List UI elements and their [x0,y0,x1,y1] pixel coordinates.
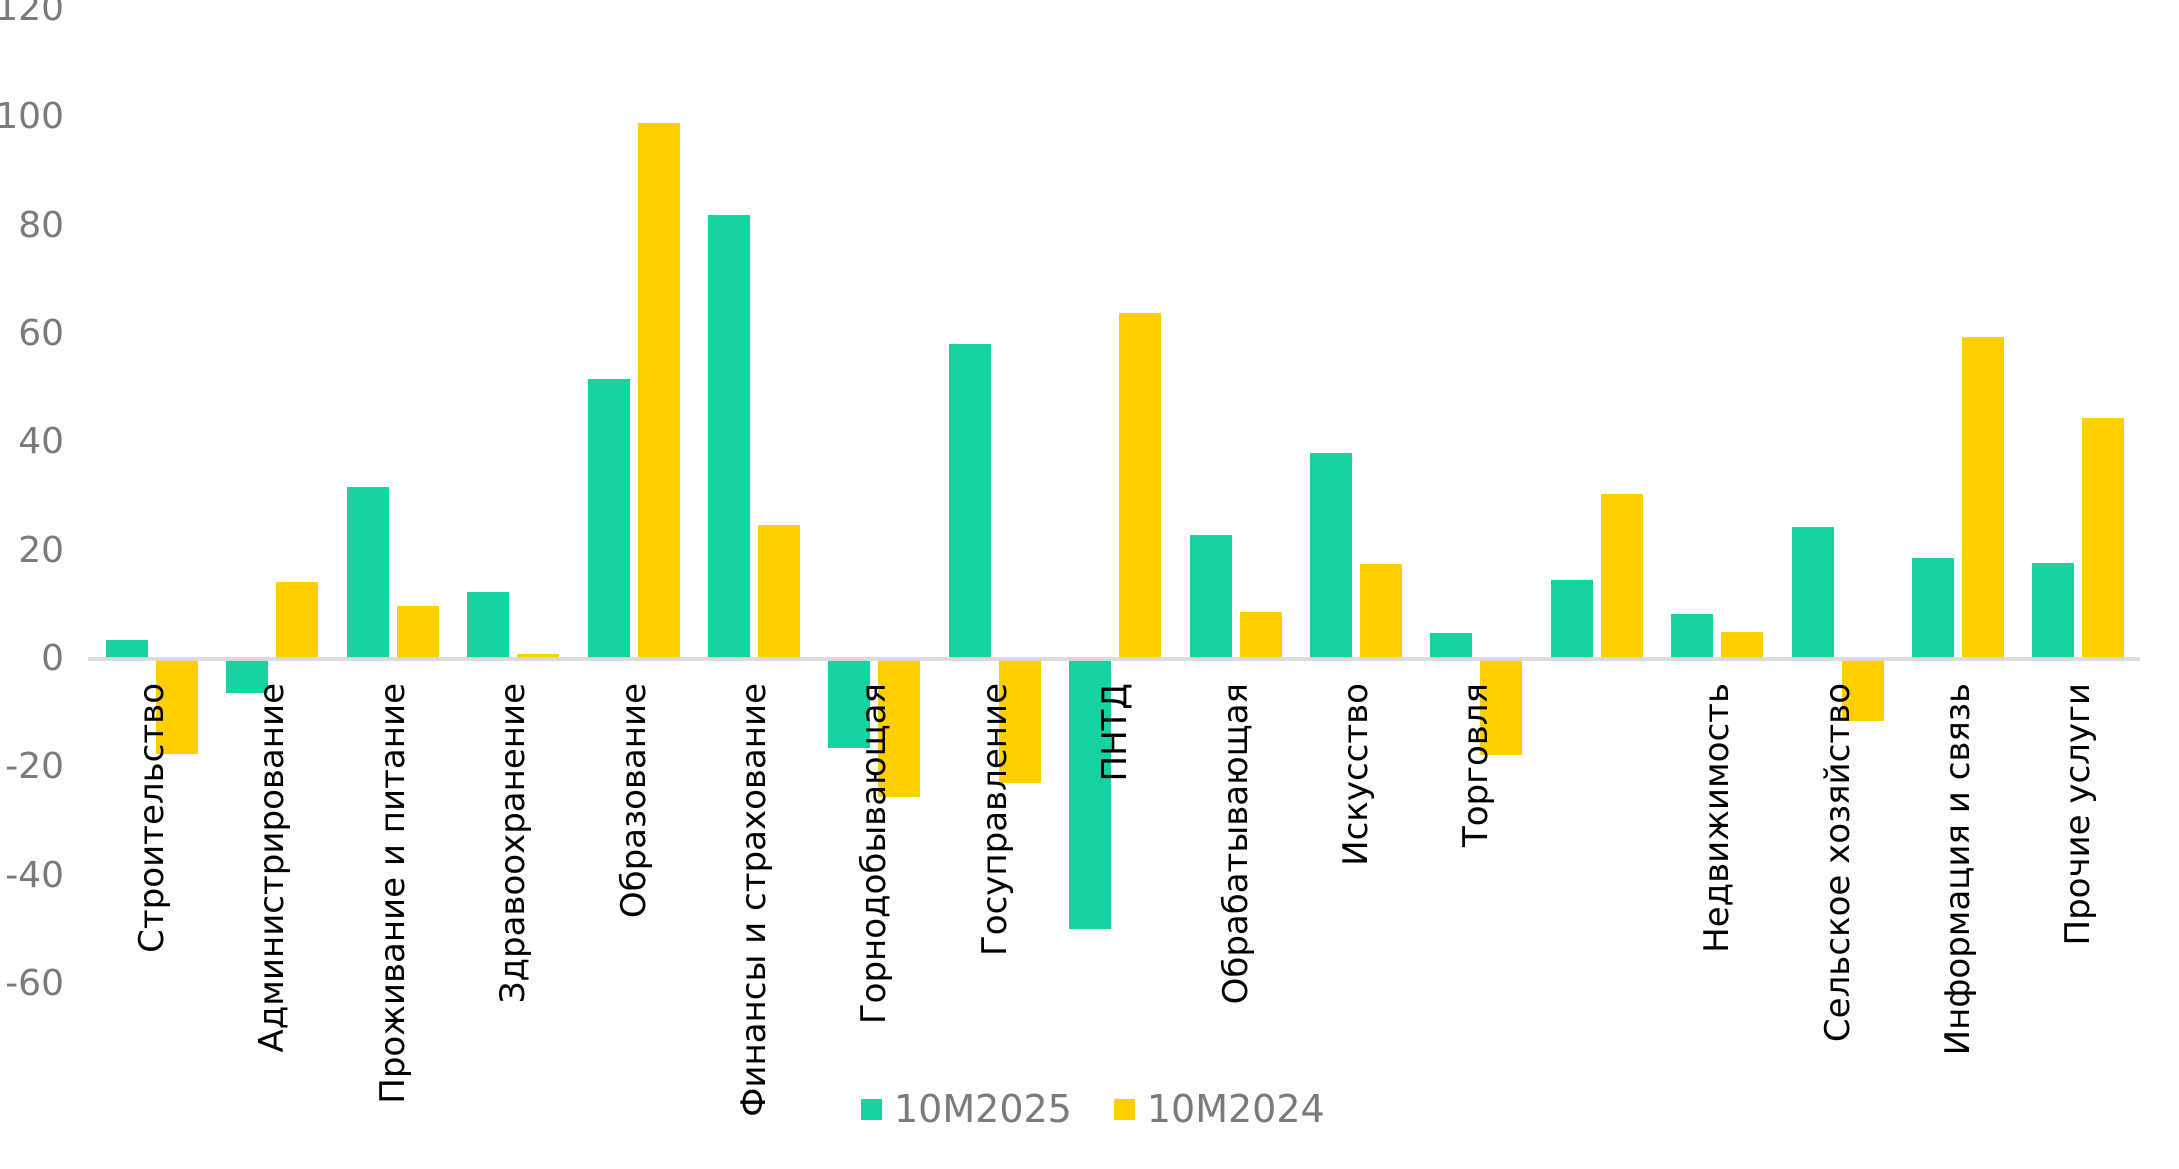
legend-item-10М2025: 10М2025 [861,1088,1072,1130]
y-tick-label: 100 [0,96,64,138]
bar-10М2025-Здравоохранение [467,592,510,659]
bar-10М2025-Госуправление [948,344,991,659]
bar-10М2024-Строительство [156,659,198,755]
y-tick-label: -60 [5,963,64,1004]
y-tick-label: 0 [41,638,64,679]
bar-10М2025-Прочие услуги [2032,563,2075,659]
y-tick-label: 120 [0,0,64,29]
legend-swatch-icon [861,1098,882,1120]
bar-10М2024-group13 [1600,494,1643,659]
bar-10М2025-ПНТД [1069,659,1112,929]
bar-10М2024-Недвижимость [1721,631,1764,659]
x-category-label-text: Горнодобывающая [854,683,895,1025]
bar-10М2024-ПНТД [1119,313,1162,659]
bar-10М2024-Администрирование [276,582,319,659]
bar-10М2024-Сельское хозяйство [1841,659,1884,721]
bar-10М2025-Обрабатывающая [1189,534,1232,659]
bar-10М2025-Горнодобывающая [828,659,871,749]
bar-10М2025-Строительство [106,640,148,659]
x-category-label-text: Искусство [1336,683,1376,866]
bar-10М2025-Проживание и питание [346,487,389,659]
bar-10М2024-Проживание и питание [396,605,439,659]
legend-item-10М2024: 10М2024 [1113,1087,1325,1131]
bar-10М2024-Горнодобывающая [878,659,921,798]
bar-10М2024-Прочие услуги [2082,417,2125,659]
bar-10М2025-Торговля [1430,632,1473,659]
bar-10М2024-Информация и связь [1962,337,2004,659]
x-category-label-text: Обрабатывающая [1215,683,1256,1005]
x-category-label-text: Информация и связь [1938,683,1978,1056]
x-category-label-text: Торговля [1456,683,1497,848]
bar-10М2025-Образование [587,378,630,659]
bar-10М2024-Госуправление [998,659,1041,784]
bar-10М2025-Сельское хозяйство [1791,526,1834,659]
x-category-label-text: Госуправление [974,683,1015,956]
x-category-label-text: Проживание и питание [372,683,413,1104]
x-category-label-text: Сельское хозяйство [1817,683,1858,1043]
bar-10М2025-Искусство [1310,453,1352,659]
bar-10М2025-Информация и связь [1912,558,1954,659]
legend: 10М2025 10М2024 [861,1088,1325,1130]
legend-swatch-icon [1113,1098,1135,1120]
bar-10М2024-Обрабатывающая [1239,611,1282,659]
bar-10М2025-Финансы и страхование [708,215,750,659]
y-tick-label: 20 [18,529,64,571]
bar-10М2024-Образование [637,123,680,659]
y-tick-label: -20 [5,746,64,788]
bar-10М2025-group13 [1550,579,1593,659]
x-category-label-text: Образование [613,683,654,919]
bar-10М2025-Недвижимость [1671,614,1714,659]
bar-10М2024-Финансы и страхование [758,525,800,659]
bar-10М2024-Торговля [1480,659,1523,755]
bar-10М2024-Искусство [1360,564,1402,659]
y-tick-label: 80 [18,204,64,246]
y-tick-label: 60 [18,312,64,354]
zero-axis-line [88,657,2140,661]
legend-label: 10М2024 [1146,1087,1325,1131]
x-category-label-text: Недвижимость [1697,683,1738,953]
legend-label: 10М2025 [894,1087,1072,1131]
bar-10М2024-Здравоохранение [517,654,560,659]
y-tick-label: -40 [5,854,64,896]
x-category-label-text: Здравоохранение [493,683,534,1004]
y-tick-label: 40 [18,421,64,463]
bar-10М2025-Администрирование [226,659,269,694]
x-category-label-text: Финансы и страхование [734,683,774,1117]
x-category-label-text: ПНТД [1095,683,1136,782]
x-category-label-text: Администрирование [252,683,293,1053]
x-category-label-text: Прочие услуги [2058,683,2099,946]
x-category-label-text: Строительство [132,683,172,953]
